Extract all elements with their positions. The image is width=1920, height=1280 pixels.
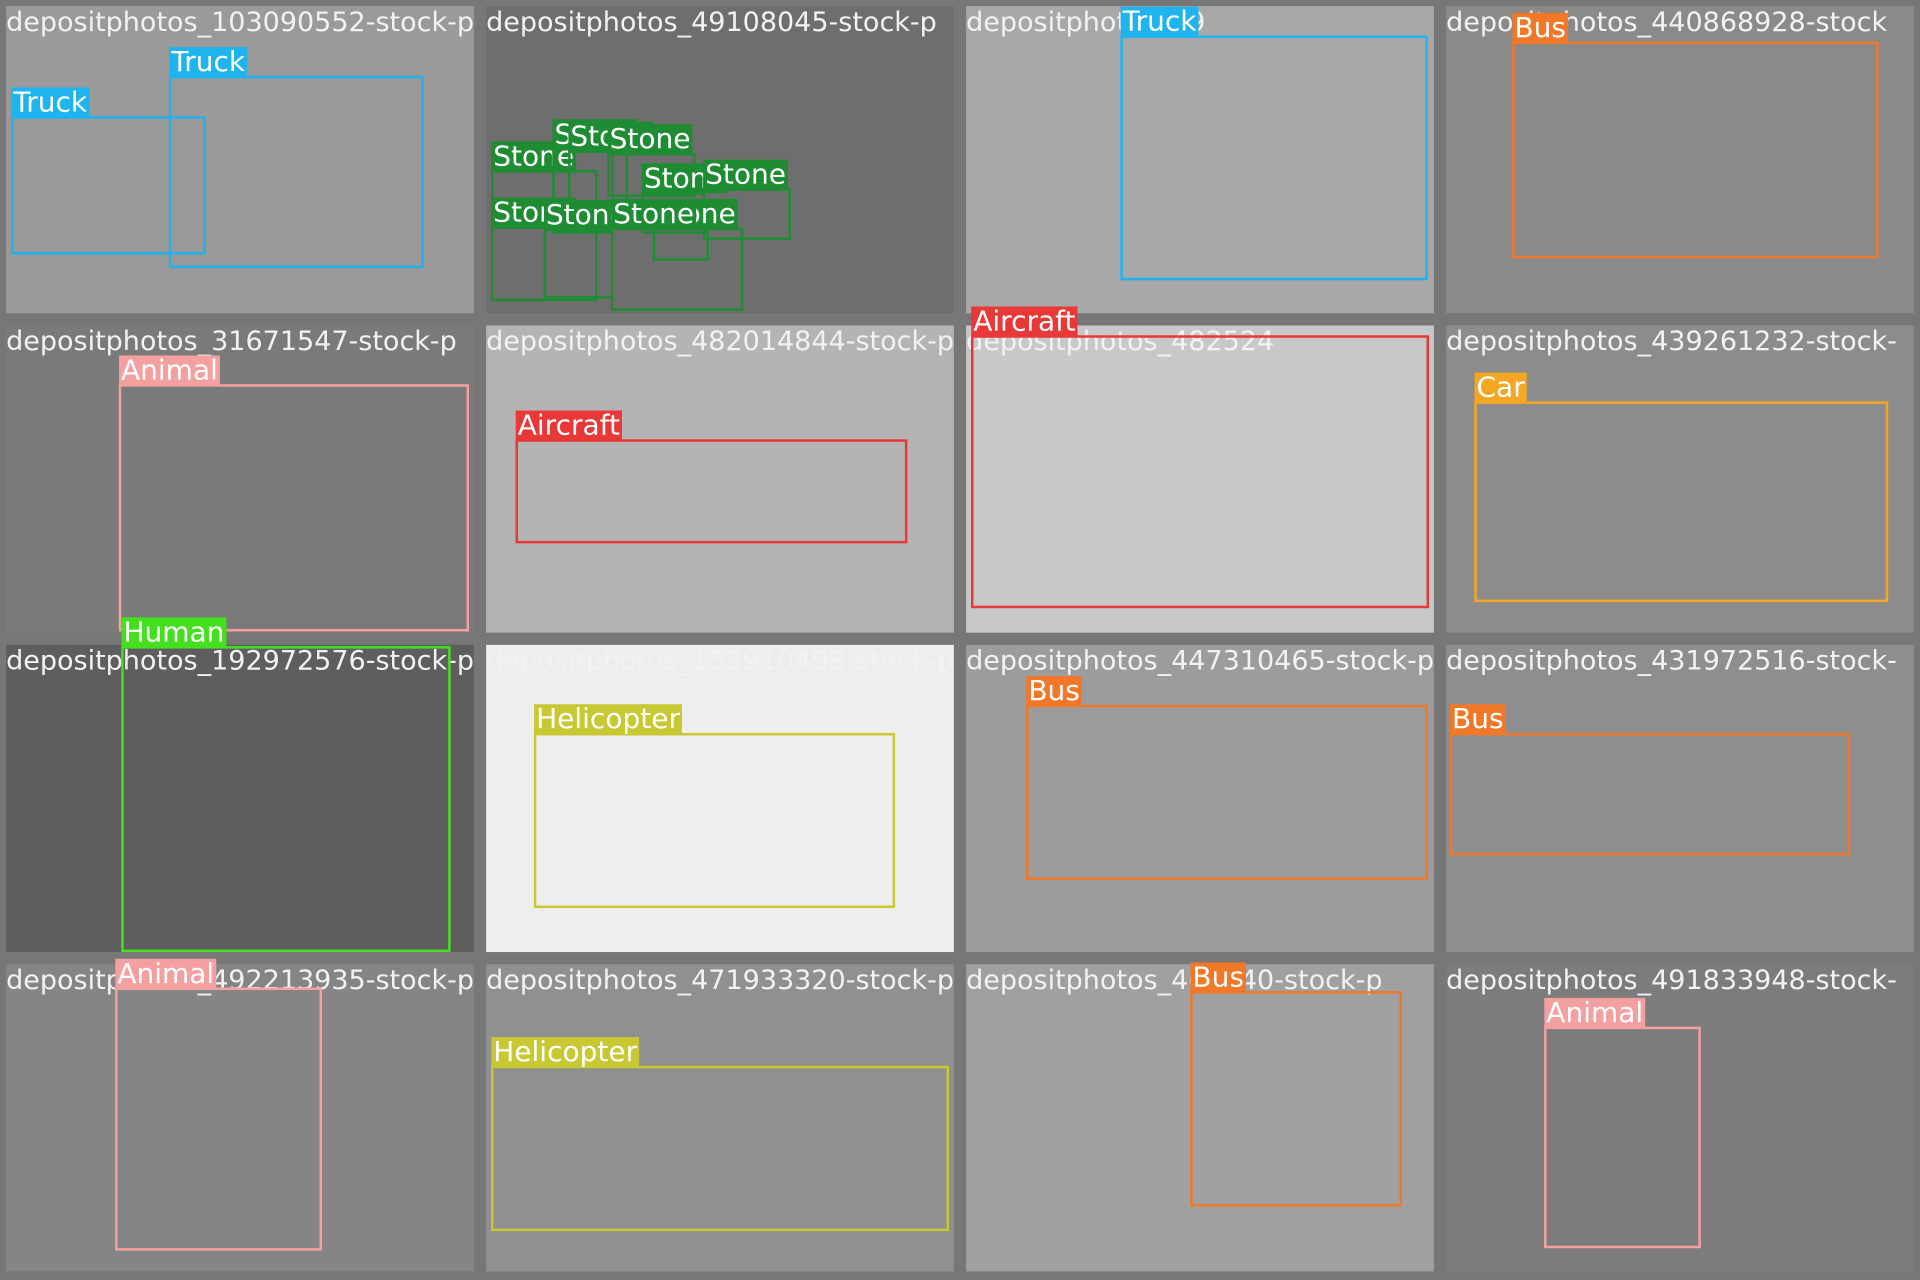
photo — [486, 325, 954, 633]
photo — [966, 325, 1434, 633]
box-label: Bus — [1192, 960, 1244, 993]
label-background — [971, 306, 1078, 337]
label-background — [11, 87, 90, 118]
filename: depositphotos_431972516-stock- — [1446, 646, 1897, 677]
box-label: Helicopter — [536, 702, 680, 735]
bounding-box — [533, 732, 896, 909]
bounding-box — [1474, 401, 1889, 603]
bounding-box — [1190, 991, 1403, 1207]
bounding-box — [970, 335, 1430, 609]
filename: depositphotos_49108045-stock-p — [486, 7, 937, 38]
bounding-box — [490, 1065, 950, 1232]
filename: depositphotos_492213935-stock-p — [6, 965, 474, 996]
photo — [966, 964, 1434, 1272]
box-label: Truck — [170, 45, 246, 78]
filename: depositphotos_491833948-stock- — [1446, 965, 1897, 996]
label-background — [1544, 997, 1646, 1028]
label-background — [1474, 372, 1527, 403]
label-background — [1190, 962, 1246, 993]
label-background — [491, 1037, 640, 1068]
label-background — [515, 410, 622, 441]
bounding-box — [118, 384, 470, 632]
label-background — [607, 124, 693, 155]
photo — [6, 644, 474, 953]
photo — [966, 6, 1434, 314]
box-label: Bus — [1514, 11, 1566, 44]
filename: depositphotos_400940-stock-p — [966, 965, 1382, 996]
photo — [486, 644, 954, 953]
photo — [1446, 964, 1914, 1272]
label-background — [115, 958, 217, 989]
label-background — [1512, 12, 1569, 43]
label-background — [534, 704, 682, 735]
bounding-box — [1120, 35, 1428, 281]
photo — [1446, 6, 1914, 314]
bounding-box — [1512, 41, 1879, 259]
box-label: Animal — [117, 957, 214, 990]
filename: depositphotos_447310465-stock-p — [966, 646, 1434, 677]
label-background — [611, 198, 697, 229]
filename: depositphotos_192972576-stock-p — [6, 646, 474, 677]
photo — [486, 964, 954, 1272]
bounding-box — [121, 646, 451, 953]
filename: depositphotos_153910498-stock-p — [486, 646, 954, 677]
bounding-box — [115, 987, 323, 1251]
box-label: Stone — [610, 122, 691, 155]
filename: depositphotos_31671547-stock-p — [6, 326, 457, 357]
label-background — [119, 355, 220, 386]
label-background — [1120, 6, 1199, 37]
box-label: Animal — [121, 353, 218, 386]
label-background — [121, 617, 227, 648]
box-label: Stone — [705, 158, 786, 191]
box-label: Aircraft — [973, 305, 1075, 338]
filename: depositphotos_103090552-stock-p — [6, 7, 474, 38]
box-label: Aircraft — [518, 409, 620, 442]
photo — [1446, 644, 1914, 953]
box-label: Human — [123, 615, 224, 648]
bounding-box — [1449, 732, 1851, 856]
box-label: Truck — [1122, 5, 1198, 38]
box-label: Animal — [1546, 996, 1643, 1029]
box-label: Bus — [1452, 702, 1504, 735]
filename: depositphotos_440868928-stock — [1446, 7, 1887, 38]
filename: depositphotos_439261232-stock- — [1446, 326, 1897, 357]
label-background — [703, 159, 788, 190]
box-label: Helicopter — [493, 1035, 637, 1068]
box-label: Stone — [613, 197, 694, 230]
filename: depositphotos_471933320-stock-p — [486, 965, 954, 996]
filename: depositphotos_482014844-stock-p — [486, 326, 954, 357]
label-background — [1450, 704, 1506, 735]
bounding-box — [515, 439, 908, 544]
label-background — [1026, 676, 1082, 707]
box-label: Truck — [12, 85, 88, 118]
label-background — [169, 47, 248, 78]
bounding-box — [1026, 704, 1428, 880]
bounding-box — [10, 116, 206, 255]
photo — [6, 325, 474, 633]
bounding-box — [168, 75, 424, 269]
box-label: Bus — [1028, 674, 1080, 707]
photo — [6, 964, 474, 1272]
box-label: Car — [1477, 371, 1526, 404]
